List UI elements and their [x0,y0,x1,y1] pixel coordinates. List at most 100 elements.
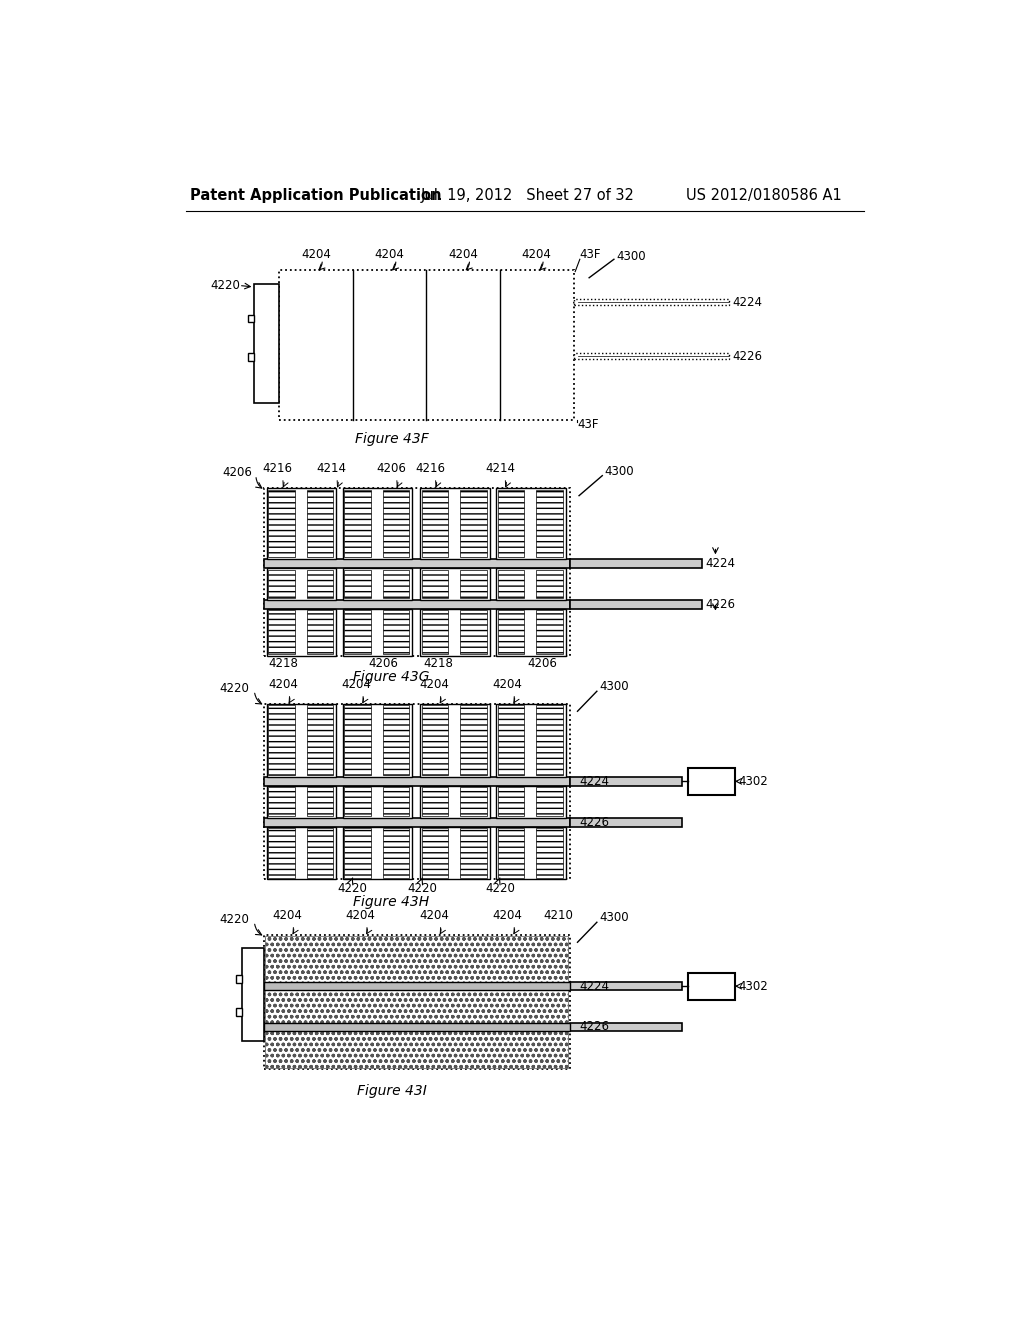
Bar [248,314,254,322]
Bar [496,704,566,776]
Text: 4218: 4218 [268,657,298,671]
Text: 4204: 4204 [493,908,522,921]
Bar [268,570,295,598]
Bar [422,788,449,816]
Text: 4220: 4220 [408,882,437,895]
Text: 4300: 4300 [604,465,634,478]
Text: 4220: 4220 [338,882,368,895]
Bar [498,610,524,655]
Text: Figure 43F: Figure 43F [354,433,428,446]
Text: 43F: 43F [580,248,601,261]
Text: 4216: 4216 [262,462,293,475]
Bar [383,829,410,878]
Bar [537,788,563,816]
Bar [343,785,413,817]
Bar [307,570,334,598]
Bar [344,570,371,598]
Bar [263,982,569,990]
Text: Patent Application Publication: Patent Application Publication [190,187,441,203]
Bar [344,829,371,878]
Bar [254,284,280,404]
Text: 4224: 4224 [579,775,609,788]
Text: 4220: 4220 [211,279,241,292]
Bar [266,826,337,879]
Text: 4204: 4204 [419,908,450,921]
Bar [537,490,563,557]
Bar [344,788,371,816]
Bar [307,829,334,878]
Text: 4220: 4220 [220,681,250,694]
Text: US 2012/0180586 A1: US 2012/0180586 A1 [686,187,842,203]
Bar [422,570,449,598]
Bar [344,490,371,557]
Bar [263,704,569,879]
Bar [266,568,337,599]
Bar [307,490,334,557]
Text: 4204: 4204 [419,677,450,690]
Text: 4226: 4226 [579,816,609,829]
Bar [307,788,334,816]
Bar [537,705,563,775]
Text: 4220: 4220 [220,912,250,925]
Text: 4224: 4224 [732,296,763,309]
Bar [496,488,566,558]
Bar [537,829,563,878]
Bar [343,704,413,776]
Text: 4300: 4300 [599,911,629,924]
Bar [344,610,371,655]
Text: 4204: 4204 [342,677,372,690]
Bar [537,570,563,598]
Bar [266,609,337,656]
Text: 4226: 4226 [579,1020,609,1034]
Bar [498,705,524,775]
Text: Figure 43H: Figure 43H [353,895,429,909]
Bar [422,829,449,878]
Bar [383,490,410,557]
Bar [420,488,489,558]
Bar [569,817,682,826]
Bar [307,610,334,655]
Text: 4204: 4204 [522,248,552,261]
Text: 43F: 43F [578,417,599,430]
Text: 4204: 4204 [272,908,302,921]
Bar [268,788,295,816]
Text: 4214: 4214 [485,462,515,475]
Text: 4218: 4218 [423,657,453,671]
Bar [263,558,569,568]
Bar [268,490,295,557]
Bar [537,610,563,655]
Bar [569,982,682,990]
Text: 4224: 4224 [579,979,609,993]
Text: Figure 43G: Figure 43G [353,671,430,684]
Text: 4204: 4204 [345,908,376,921]
Bar [569,776,682,785]
Bar [280,271,573,420]
Bar [383,705,410,775]
Bar [496,826,566,879]
Text: 4206: 4206 [222,466,252,479]
Bar [498,490,524,557]
Bar [266,785,337,817]
Bar [266,704,337,776]
Bar [461,829,486,878]
Text: 4204: 4204 [493,677,522,690]
Bar [422,490,449,557]
Text: 4204: 4204 [449,248,478,261]
Bar [236,1008,242,1016]
Bar [569,1023,682,1031]
Bar [461,788,486,816]
Text: Figure 43I: Figure 43I [356,1084,426,1098]
Text: Jul. 19, 2012   Sheet 27 of 32: Jul. 19, 2012 Sheet 27 of 32 [421,187,635,203]
Bar [496,609,566,656]
Bar [498,570,524,598]
Text: 4206: 4206 [527,657,557,671]
Bar [343,568,413,599]
Text: 4220: 4220 [485,882,515,895]
Text: 4224: 4224 [706,557,735,570]
Text: 4302: 4302 [738,979,768,993]
Bar [420,609,489,656]
Bar [343,826,413,879]
Bar [569,558,701,568]
Bar [263,776,569,785]
Bar [268,610,295,655]
